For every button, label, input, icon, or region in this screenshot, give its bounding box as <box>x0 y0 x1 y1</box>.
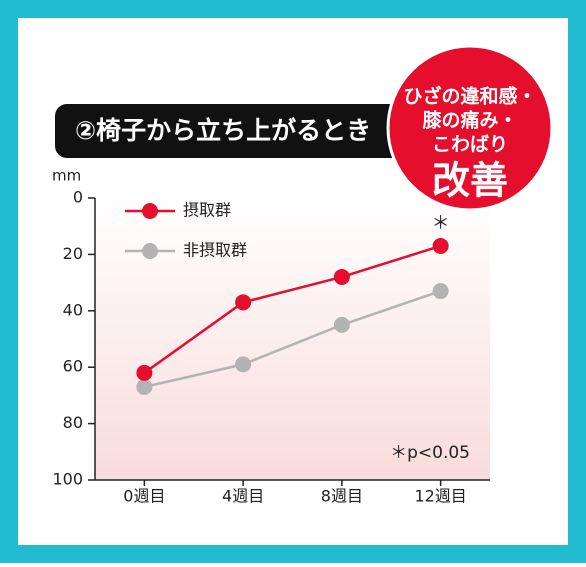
point <box>432 237 449 254</box>
y-tick-label: 80 <box>63 413 83 432</box>
plot-background <box>95 198 490 480</box>
x-tick-label: 12週目 <box>414 487 466 506</box>
badge-line: 膝の痛み・ <box>422 109 517 132</box>
badge-line: こわばり <box>432 134 508 156</box>
y-axis-label: mm <box>52 167 81 185</box>
legend-marker <box>142 203 158 219</box>
legend-marker <box>142 243 158 259</box>
significance-marker: ＊ <box>432 213 450 234</box>
annotation: ＊p<0.05 <box>390 443 470 463</box>
x-tick-label: 0週目 <box>123 487 165 506</box>
series-line <box>144 289 442 389</box>
title: ②椅子から立ち上がるとき <box>75 116 371 145</box>
title-bar <box>55 104 405 158</box>
point <box>432 283 449 300</box>
x-tick-label: 4週目 <box>222 487 264 506</box>
point <box>136 364 153 381</box>
legend-label: 非摂取群 <box>183 241 247 260</box>
series-line <box>143 244 441 374</box>
point <box>333 268 350 285</box>
y-tick-label: 20 <box>63 244 83 263</box>
y-tick-label: 0 <box>73 188 83 207</box>
x-tick-label: 8週目 <box>321 487 363 506</box>
y-tick-label: 100 <box>52 470 83 489</box>
point <box>333 316 350 333</box>
y-tick-label: 60 <box>63 357 83 376</box>
point <box>136 378 153 395</box>
badge-emphasis: 改善 <box>432 159 508 203</box>
point <box>235 356 252 373</box>
y-tick-label: 40 <box>63 300 83 319</box>
legend-label: 摂取群 <box>183 201 231 220</box>
point <box>235 294 252 311</box>
badge <box>386 44 554 212</box>
badge-line: ひざの違和感・ <box>403 85 536 108</box>
